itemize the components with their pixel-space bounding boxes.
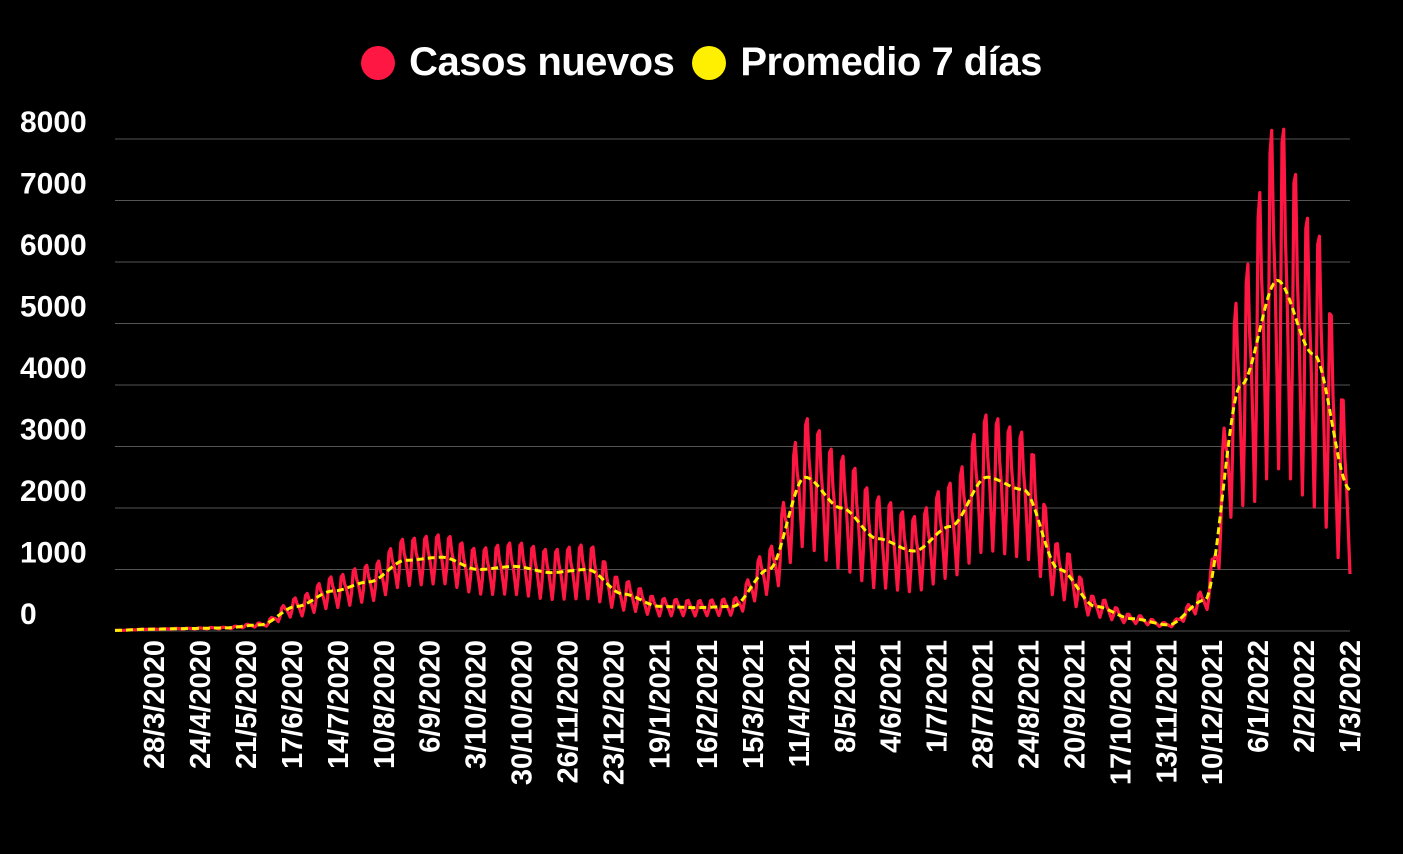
y-tick-label: 0 [20,598,37,631]
y-tick-label: 8000 [20,106,87,139]
y-tick-label: 3000 [20,414,87,447]
x-tick-label: 4/6/2021 [876,640,908,753]
x-tick-label: 6/1/2022 [1243,640,1275,753]
x-tick-label: 13/11/2021 [1151,640,1183,784]
x-tick-label: 26/11/2020 [553,640,585,784]
x-tick-label: 28/7/2021 [968,640,1000,769]
grid-lines [115,138,1350,632]
legend-dot-avg [692,45,727,80]
line-casos-nuevos [114,127,1352,632]
y-tick-label: 5000 [20,291,87,324]
x-tick-label: 10/8/2020 [369,640,401,769]
x-tick-label: 30/10/2020 [507,640,539,785]
legend-label-daily: Casos nuevos [409,40,675,84]
legend-item-daily[interactable]: Casos nuevos [361,40,675,85]
x-axis: 28/3/2020 24/4/2020 21/5/2020 17/6/2020 14/7… [139,640,1367,785]
legend-item-avg[interactable]: Promedio 7 días [692,40,1042,85]
x-tick-label: 6/9/2020 [415,640,447,753]
y-tick-label: 7000 [20,168,87,201]
x-tick-label: 24/8/2021 [1014,640,1046,769]
x-tick-label: 14/7/2020 [323,640,355,769]
x-tick-label: 1/7/2021 [922,640,954,753]
x-tick-label: 10/12/2021 [1197,640,1229,785]
x-tick-label: 15/3/2021 [738,640,770,769]
x-tick-label: 28/3/2020 [139,640,171,769]
y-axis: 0 1000 2000 3000 4000 5000 6000 7000 8000 [20,106,87,631]
line-promedio-7-dias [115,278,1351,632]
y-tick-label: 4000 [20,352,87,385]
x-tick-label: 11/4/2021 [784,640,816,767]
x-tick-label: 23/12/2020 [598,640,630,785]
legend: Casos nuevos Promedio 7 días [0,40,1403,85]
series-promedio-7-dias [115,278,1351,632]
y-tick-label: 1000 [20,537,87,570]
x-tick-label: 8/5/2021 [830,640,862,753]
x-tick-label: 2/2/2022 [1289,640,1321,753]
x-tick-label: 21/5/2020 [231,640,263,769]
y-tick-label: 2000 [20,475,87,508]
x-tick-label: 17/6/2020 [277,640,309,769]
x-tick-label: 19/1/2021 [644,640,676,769]
x-tick-label: 3/10/2020 [461,640,493,769]
x-tick-label: 16/2/2021 [692,640,724,769]
x-tick-label: 20/9/2021 [1059,640,1091,769]
x-tick-label: 24/4/2020 [185,640,217,769]
legend-label-avg: Promedio 7 días [740,40,1042,84]
legend-dot-daily [361,45,396,80]
y-tick-label: 6000 [20,229,87,262]
x-tick-label: 17/10/2021 [1105,640,1137,785]
x-tick-label: 1/3/2022 [1335,640,1367,753]
series-casos-nuevos [114,127,1352,632]
